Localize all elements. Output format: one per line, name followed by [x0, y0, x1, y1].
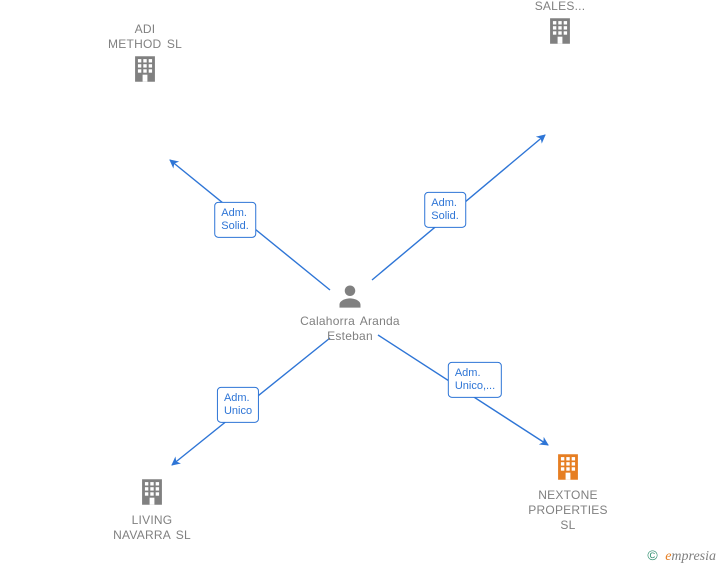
person-label: Calahorra Aranda Esteban — [290, 314, 410, 344]
company-label: NEWESTATESALES... — [500, 0, 620, 14]
person-icon — [290, 282, 410, 314]
company-node-new-estate[interactable]: NEWESTATESALES... — [500, 0, 620, 56]
building-icon — [500, 14, 620, 52]
edge-label: Adm. Solid. — [424, 192, 466, 228]
company-node-nextone[interactable]: NEXTONEPROPERTIESSL — [508, 446, 628, 533]
company-label: LIVINGNAVARRA SL — [92, 513, 212, 543]
building-icon — [85, 52, 205, 90]
person-node-center[interactable]: Calahorra Aranda Esteban — [290, 278, 410, 344]
footer-attribution: © empresia — [647, 547, 716, 565]
brand-rest: mpresia — [671, 549, 716, 564]
edge-label: Adm. Solid. — [214, 202, 256, 238]
building-icon — [92, 475, 212, 513]
company-label: ADIMETHOD SL — [85, 22, 205, 52]
company-node-living-nav[interactable]: LIVINGNAVARRA SL — [92, 471, 212, 543]
building-icon — [508, 450, 628, 488]
edge-label: Adm. Unico — [217, 387, 259, 423]
diagram-canvas: Calahorra Aranda Esteban ADIMETHOD SL NE… — [0, 0, 728, 575]
copyright-symbol: © — [647, 547, 657, 563]
company-label: NEXTONEPROPERTIESSL — [508, 488, 628, 533]
edge-label: Adm. Unico,... — [448, 362, 502, 398]
company-node-adi-method[interactable]: ADIMETHOD SL — [85, 22, 205, 94]
